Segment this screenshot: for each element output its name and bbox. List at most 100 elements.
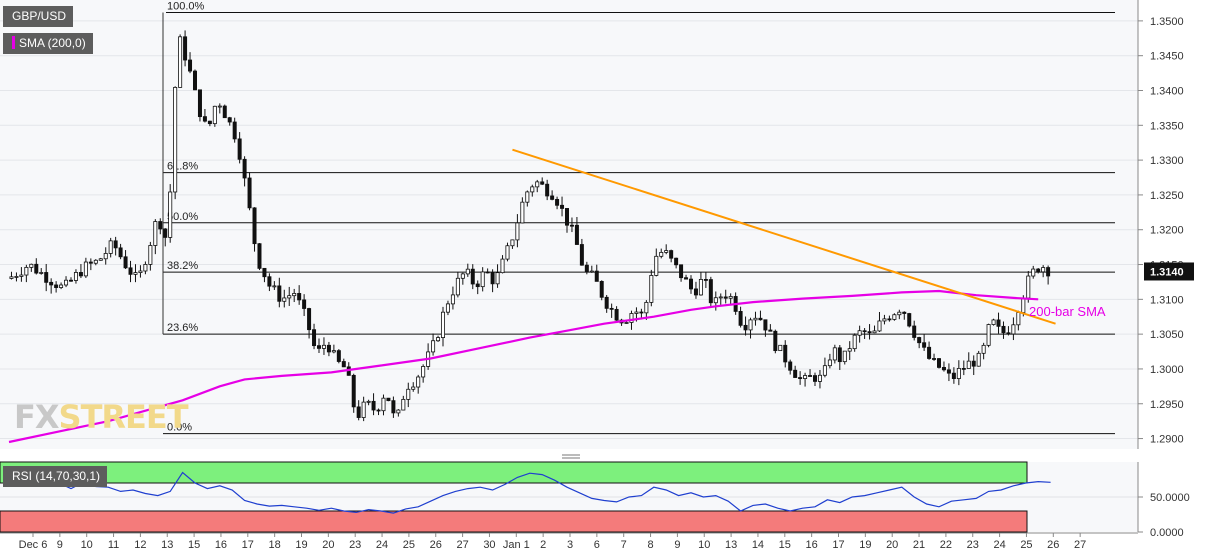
candle-body	[431, 340, 436, 353]
time-tick-label: 13	[161, 539, 173, 551]
candle-body	[188, 59, 193, 72]
time-tick-label: 19	[859, 539, 871, 551]
candle-body	[1046, 267, 1051, 277]
candle-body	[1011, 324, 1016, 335]
candle-body	[837, 347, 842, 363]
candle-body	[396, 409, 401, 414]
candle-body	[1006, 332, 1011, 335]
candle-body	[798, 377, 803, 379]
time-tick-label: 9	[57, 539, 63, 551]
time-tick-label: 15	[188, 539, 200, 551]
candle-body	[163, 228, 168, 238]
candle-body	[312, 329, 317, 347]
time-tick-label: 16	[806, 539, 818, 551]
candle-body	[986, 324, 991, 346]
candle-body	[475, 283, 480, 288]
candle-body	[842, 350, 847, 363]
candle-body	[753, 317, 758, 321]
candle-body	[455, 277, 460, 296]
candle-body	[887, 318, 892, 321]
candle-body	[783, 344, 788, 363]
rsi-line	[8, 471, 1051, 514]
candle-body	[356, 406, 361, 418]
candle-body	[411, 386, 416, 390]
candle-body	[857, 330, 862, 336]
sma-200-line	[8, 289, 1039, 444]
candle-body	[222, 105, 227, 119]
candle-body	[39, 272, 44, 274]
candle-body	[902, 311, 907, 314]
candle-body	[1031, 268, 1036, 277]
candle-body	[257, 243, 262, 269]
candle-body	[689, 278, 694, 290]
candle-body	[981, 344, 986, 354]
candle-body	[133, 272, 138, 275]
candle-body	[827, 359, 832, 367]
candle-body	[212, 105, 217, 125]
candle-body	[758, 317, 763, 321]
candle-body	[59, 284, 64, 288]
candle-body	[9, 276, 14, 279]
time-tick-label: 15	[779, 539, 791, 551]
candle-body	[941, 367, 946, 371]
panel-splitter-handle[interactable]	[562, 454, 580, 459]
candle-body	[480, 271, 485, 288]
price-tick-label: 1.3050	[1150, 329, 1184, 341]
rsi-overbought-zone	[0, 461, 1028, 484]
logo-street: STREET	[58, 398, 189, 436]
candle-body	[609, 307, 614, 310]
candle-body	[326, 344, 331, 353]
time-tick-label: 17	[242, 539, 254, 551]
time-tick-label: 3	[567, 539, 573, 551]
candle-body	[29, 263, 34, 268]
candle-body	[14, 276, 19, 278]
candle-body	[674, 257, 679, 266]
candle-body	[991, 319, 996, 325]
candle-body	[292, 293, 297, 297]
price-tick-label: 1.3300	[1150, 155, 1184, 167]
candle-body	[897, 311, 902, 316]
time-tick-label: 22	[940, 539, 952, 551]
symbol-badge[interactable]: GBP/USD	[3, 6, 74, 27]
candle-body	[629, 313, 634, 323]
candle-body	[713, 297, 718, 304]
candle-body	[584, 264, 589, 272]
candle-body	[624, 322, 629, 324]
time-tick-label: 20	[322, 539, 334, 551]
candle-body	[808, 375, 813, 377]
candle-body	[966, 360, 971, 369]
candle-body	[956, 368, 961, 379]
candlesticks	[9, 30, 1051, 422]
candle-body	[1026, 275, 1031, 299]
price-tick-label: 1.2900	[1150, 434, 1184, 446]
candle-body	[664, 250, 669, 253]
candle-body	[366, 400, 371, 403]
candle-body	[912, 325, 917, 338]
time-tick-label: 11	[108, 539, 119, 551]
candle-body	[158, 221, 163, 230]
rsi-legend-label: RSI (14,70,30,1)	[12, 469, 101, 483]
candle-body	[321, 344, 326, 349]
candle-body	[872, 330, 877, 334]
time-tick-label: 9	[674, 539, 680, 551]
candle-body	[1001, 325, 1006, 334]
time-tick-label: Jan 1	[503, 539, 530, 551]
candle-body	[267, 276, 272, 287]
descending-trendline	[512, 148, 1056, 325]
candle-body	[971, 360, 976, 367]
price-tick-label: 1.3000	[1150, 364, 1184, 376]
fxstreet-logo: FXSTREET	[14, 398, 189, 436]
candle-body	[579, 244, 584, 266]
candle-body	[34, 263, 39, 274]
candle-body	[907, 313, 912, 327]
rsi-legend-badge[interactable]: RSI (14,70,30,1)	[3, 466, 108, 487]
sma-legend-badge[interactable]: SMA (200,0)	[3, 33, 93, 54]
time-tick-label: 18	[269, 539, 281, 551]
candle-body	[227, 117, 232, 123]
candle-body	[440, 311, 445, 338]
candle-body	[639, 311, 644, 314]
price-tick-label: 1.3200	[1150, 225, 1184, 237]
candle-body	[976, 352, 981, 367]
candle-body	[297, 293, 302, 301]
